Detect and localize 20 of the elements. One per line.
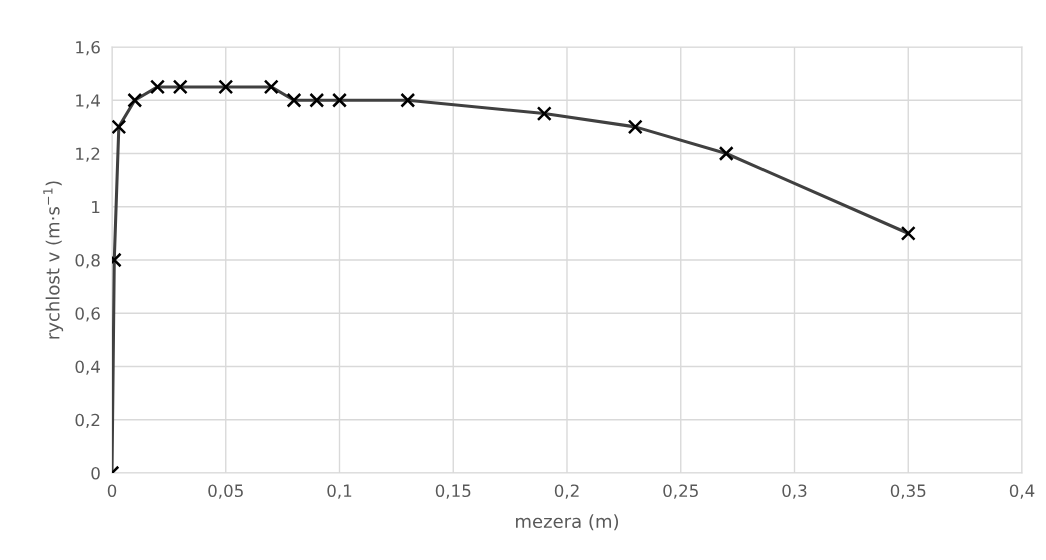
x-tick-label: 0,1 (327, 484, 352, 499)
y-tick-label: 0,6 (75, 307, 100, 322)
x-tick-label: 0,25 (663, 484, 698, 499)
y-tick-label: 1,2 (76, 147, 100, 162)
y-tick-label: 1,6 (76, 40, 100, 56)
x-tick-label: 0,15 (435, 484, 471, 499)
y-axis-title: rychlost v (m·s$^{−1}$) (43, 181, 64, 339)
x-tick-label: 0 (107, 484, 117, 498)
y-tick-label: 0,8 (75, 253, 100, 269)
x-tick-label: 0,05 (208, 484, 243, 499)
y-tick-label: 0,2 (75, 413, 100, 429)
x-axis-title: mezera (m) (516, 514, 619, 531)
y-tick-label: 0,4 (75, 360, 100, 375)
x-tick-label: 0,35 (890, 484, 926, 499)
y-tick-label: 1,4 (76, 94, 100, 109)
y-tick-label: 1 (92, 200, 100, 214)
x-tick-label: 0,4 (1009, 484, 1035, 499)
x-tick-label: 0,2 (554, 484, 579, 499)
y-tick-label: 0 (91, 466, 100, 480)
x-tick-label: 0,3 (782, 484, 807, 499)
